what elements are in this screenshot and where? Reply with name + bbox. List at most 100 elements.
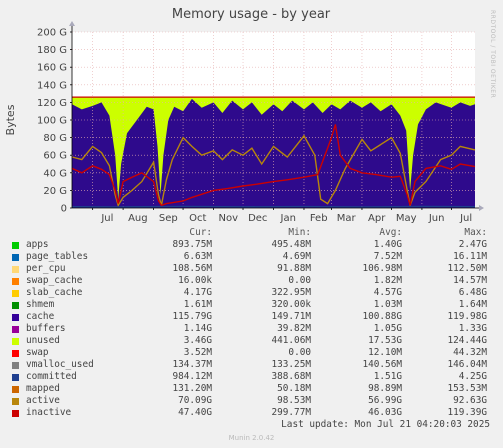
legend-avg: 12.10M: [368, 347, 402, 358]
y-tick-label: 60 G: [43, 151, 67, 162]
legend-max: 44.32M: [453, 347, 487, 358]
legend-cur: 134.37M: [172, 359, 212, 370]
legend-cur: 1.14G: [183, 323, 212, 334]
legend-avg: 106.98M: [362, 263, 402, 274]
legend-name: vmalloc_used: [26, 359, 94, 370]
legend-avg: 1.51G: [373, 371, 402, 382]
legend-row-swap_cache: swap_cache 16.00k 0.00 1.82M 14.57M: [12, 275, 492, 287]
legend-name: unused: [26, 335, 60, 346]
legend-cur: 115.79G: [172, 311, 212, 322]
y-tick-label: 40 G: [43, 168, 67, 179]
legend-swatch: [12, 374, 19, 381]
legend-min: 0.00: [288, 275, 311, 286]
legend-row-per_cpu: per_cpu 108.56M 91.88M 106.98M 112.50M: [12, 263, 492, 275]
legend-row-vmalloc_used: vmalloc_used 134.37M 133.25M 140.56M 146.04M: [12, 359, 492, 371]
legend-swatch: [12, 290, 19, 297]
series-inactive-line: [71, 124, 476, 207]
legend-avg: 1.40G: [373, 239, 402, 250]
legend-avg: 46.03G: [368, 407, 402, 418]
legend-min: 4.69M: [282, 251, 311, 262]
legend-name: inactive: [26, 407, 72, 418]
legend-row-slab_cache: slab_cache 4.17G 322.95M 4.57G 6.48G: [12, 287, 492, 299]
x-axis-arrow: [479, 205, 484, 211]
legend-min: 98.53M: [277, 395, 311, 406]
y-tick-label: 0: [61, 204, 67, 215]
legend-min: 149.71M: [271, 311, 311, 322]
legend-row-shmem: shmem 1.61M 320.00k 1.03M 1.64M: [12, 299, 492, 311]
legend-swatch: [12, 266, 19, 273]
legend-max: 119.39G: [447, 407, 487, 418]
legend-swatch: [12, 326, 19, 333]
legend-swatch: [12, 302, 19, 309]
legend-max: 146.04M: [447, 359, 487, 370]
x-tick-label: Jan: [280, 213, 296, 224]
legend-cur: 3.52M: [183, 347, 212, 358]
legend-cur: 984.12M: [172, 371, 212, 382]
legend-name: per_cpu: [26, 263, 66, 274]
legend-avg: 56.99G: [368, 395, 402, 406]
legend-name: active: [26, 395, 60, 406]
y-tick-label: 120 G: [37, 98, 67, 109]
legend-swatch: [12, 386, 19, 393]
footer: Munin 2.0.42: [228, 434, 275, 442]
legend-avg: 4.57G: [373, 287, 402, 298]
legend-swatch: [12, 278, 19, 285]
legend-name: mapped: [26, 383, 60, 394]
legend-max: 4.25G: [458, 371, 487, 382]
legend-min: 322.95M: [271, 287, 311, 298]
last-update: Last update: Mon Jul 21 04:20:03 2025: [281, 419, 490, 430]
legend-header-cur: Cur:: [189, 227, 212, 238]
x-tick-label: Apr: [368, 213, 386, 224]
legend-row-swap: swap 3.52M 0.00 12.10M 44.32M: [12, 347, 492, 359]
y-tick-label: 80 G: [43, 133, 67, 144]
legend-row-cache: cache 115.79G 149.71M 100.88G 119.98G: [12, 311, 492, 323]
legend-name: shmem: [26, 299, 55, 310]
series-active-line: [71, 134, 476, 208]
series-cache-area: [72, 98, 475, 208]
legend-min: 0.00: [288, 347, 311, 358]
legend-row-mapped: mapped 131.20M 50.18M 98.89M 153.53M: [12, 383, 492, 395]
y-tick-label: 200 G: [37, 28, 67, 39]
legend-swatch: [12, 398, 19, 405]
legend-max: 153.53M: [447, 383, 487, 394]
legend-max: 6.48G: [458, 287, 487, 298]
legend-avg: 100.88G: [362, 311, 402, 322]
legend-swatch: [12, 350, 19, 357]
legend-swatch: [12, 362, 19, 369]
legend-name: apps: [26, 239, 49, 250]
legend-avg: 1.03M: [373, 299, 402, 310]
legend-max: 14.57M: [453, 275, 487, 286]
legend-cur: 4.17G: [183, 287, 212, 298]
y-axis-arrow: [69, 21, 75, 26]
legend-cur: 1.61M: [183, 299, 212, 310]
side-label: RRDTOOL / TOBI OETIKER: [489, 10, 496, 98]
legend-min: 299.77M: [271, 407, 311, 418]
legend-name: cache: [26, 311, 55, 322]
legend-min: 495.48M: [271, 239, 311, 250]
legend-max: 92.63G: [453, 395, 487, 406]
legend-swatch: [12, 410, 19, 417]
legend-cur: 6.63M: [183, 251, 212, 262]
legend-min: 133.25M: [271, 359, 311, 370]
x-tick-label: Feb: [310, 213, 328, 224]
legend-avg: 1.82M: [373, 275, 402, 286]
legend-name: committed: [26, 371, 77, 382]
chart-title: Memory usage - by year: [172, 7, 331, 22]
legend-swatch: [12, 242, 19, 249]
legend-cur: 893.75M: [172, 239, 212, 250]
legend-swatch: [12, 338, 19, 345]
legend-name: swap: [26, 347, 49, 358]
legend-header: Cur: Min: Avg: Max:: [12, 227, 492, 239]
legend-row-page_tables: page_tables 6.63M 4.69M 7.52M 16.11M: [12, 251, 492, 263]
legend: Cur: Min: Avg: Max: apps 893.75M 495.48M 1.…: [12, 227, 492, 419]
legend-cur: 16.00k: [178, 275, 212, 286]
legend-min: 388.68M: [271, 371, 311, 382]
legend-cur: 108.56M: [172, 263, 212, 274]
legend-min: 50.18M: [277, 383, 311, 394]
x-tick-label: Aug: [128, 213, 148, 224]
legend-name: slab_cache: [26, 287, 83, 298]
y-tick-label: 140 G: [37, 80, 67, 91]
legend-avg: 140.56M: [362, 359, 402, 370]
legend-name: swap_cache: [26, 275, 83, 286]
